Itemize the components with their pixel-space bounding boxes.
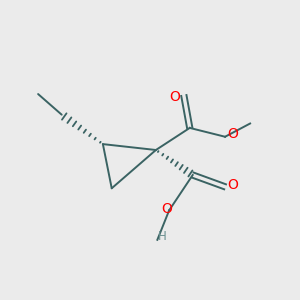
Text: O: O bbox=[227, 178, 238, 192]
Text: O: O bbox=[169, 90, 181, 104]
Text: O: O bbox=[161, 202, 172, 216]
Text: O: O bbox=[227, 127, 238, 141]
Text: H: H bbox=[158, 230, 166, 243]
